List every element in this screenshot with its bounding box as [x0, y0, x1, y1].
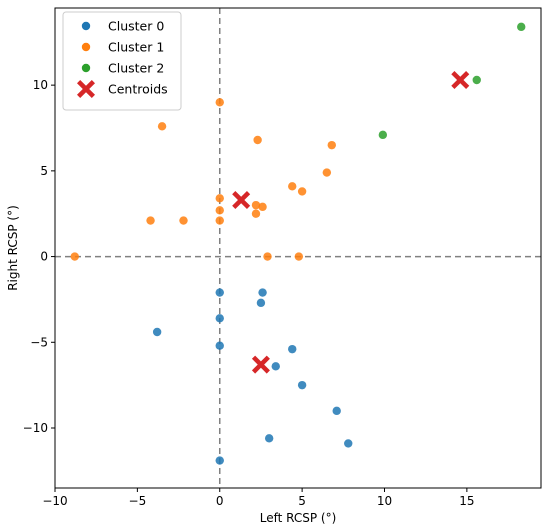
- cluster-0-point: [344, 439, 353, 448]
- cluster-1-point: [215, 206, 224, 215]
- cluster-0-point: [258, 288, 267, 297]
- cluster-1-point: [263, 252, 272, 261]
- cluster-0-point: [256, 298, 266, 308]
- cluster-2-point: [472, 75, 481, 85]
- cluster-0-point: [215, 288, 224, 297]
- x-axis-ticks: −10 −5 0 5 10 15: [42, 488, 475, 508]
- legend-centroids-label: Centroids: [108, 82, 168, 97]
- legend-cluster-0-marker: [81, 21, 91, 31]
- cluster-1-point: [146, 216, 155, 225]
- cluster-2-point: [517, 22, 526, 32]
- legend-cluster-2-marker: [81, 63, 91, 73]
- cluster-1-point: [215, 194, 224, 203]
- y-tick-label: 10: [33, 78, 48, 92]
- cluster-0-point: [152, 327, 162, 337]
- x-tick-label: 0: [216, 494, 224, 508]
- x-axis-label: Left RCSP (°): [260, 511, 337, 525]
- cluster-1-point: [157, 122, 167, 131]
- y-tick-label: 0: [40, 250, 48, 264]
- legend-centroid-marker: [77, 80, 95, 98]
- cluster-0-point: [288, 344, 297, 354]
- cluster-0-point: [297, 380, 307, 390]
- plot-frame: [54, 7, 542, 489]
- cluster-0-point: [332, 406, 341, 416]
- data-points: [70, 22, 526, 465]
- cluster-1-point: [327, 140, 336, 150]
- centroid-marker: [232, 191, 251, 209]
- legend: Cluster 0 Cluster 1 Cluster 2 Centroids: [62, 11, 182, 111]
- cluster-1-point: [322, 168, 332, 177]
- legend-cluster-2-label: Cluster 2: [108, 61, 164, 76]
- centroid-marker: [451, 71, 470, 89]
- y-tick-label: 5: [40, 164, 48, 178]
- cluster-0-point: [271, 362, 280, 371]
- legend-cluster-1-marker: [81, 42, 91, 52]
- cluster-1-point: [258, 202, 267, 212]
- cluster-2-point: [378, 130, 388, 140]
- x-tick-label: 5: [298, 494, 306, 508]
- cluster-1-point: [179, 216, 188, 225]
- cluster-1-point: [294, 252, 304, 261]
- y-axis-label: Right RCSP (°): [6, 205, 20, 291]
- cluster-1-point: [70, 252, 79, 261]
- cluster-0-point: [215, 314, 224, 323]
- cluster-1-point: [251, 209, 261, 218]
- cluster-1-point: [215, 216, 224, 225]
- y-axis-ticks: −10 −5 0 5 10: [23, 78, 55, 435]
- x-tick-label: −10: [42, 494, 67, 508]
- x-tick-label: 10: [377, 494, 392, 508]
- cluster-0-point: [264, 434, 274, 443]
- y-tick-label: −5: [30, 335, 48, 349]
- x-tick-label: 15: [459, 494, 474, 508]
- cluster-0-point: [215, 456, 224, 465]
- cluster-0-point: [215, 341, 224, 350]
- x-tick-label: −5: [129, 494, 147, 508]
- cluster-1-point: [215, 98, 224, 107]
- cluster-1-point: [251, 200, 261, 210]
- centroid-marker: [251, 355, 270, 374]
- legend-cluster-1-label: Cluster 1: [108, 40, 164, 55]
- cluster-1-point: [253, 135, 262, 145]
- cluster-1-point: [288, 182, 297, 191]
- legend-cluster-0-label: Cluster 0: [108, 19, 164, 34]
- cluster-1-point: [297, 187, 307, 196]
- y-tick-label: −10: [23, 421, 48, 435]
